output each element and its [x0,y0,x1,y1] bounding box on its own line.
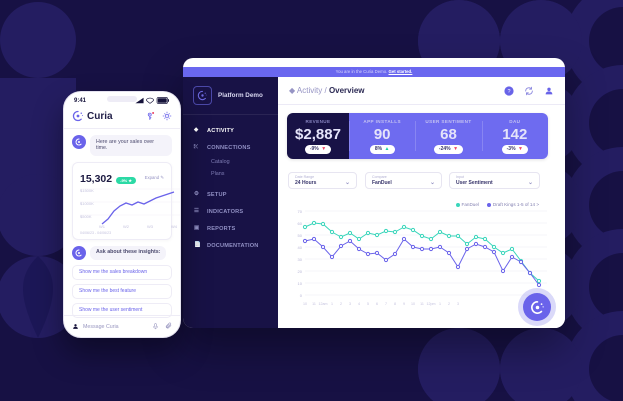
svg-text:5: 5 [367,302,369,306]
svg-text:50: 50 [298,233,303,238]
svg-text:$500K: $500K [80,214,92,219]
svg-text:6: 6 [376,302,378,306]
svg-text:4: 4 [358,302,360,306]
svg-text:7: 7 [385,302,387,306]
svg-text:W1: W1 [99,224,106,229]
svg-text:11: 11 [420,302,424,306]
svg-text:9: 9 [403,302,405,306]
svg-text:70: 70 [298,209,303,214]
svg-text:2: 2 [448,302,450,306]
svg-text:0: 0 [300,293,303,298]
svg-text:20: 20 [298,269,303,274]
svg-text:1: 1 [331,302,333,306]
svg-text:60: 60 [298,221,303,226]
svg-text:10: 10 [411,302,415,306]
svg-text:3: 3 [457,302,459,306]
svg-text:12pm: 12pm [427,302,436,306]
svg-text:8: 8 [394,302,396,306]
svg-text:W3: W3 [147,224,154,229]
svg-text:W2: W2 [123,224,130,229]
svg-text:2: 2 [340,302,342,306]
svg-text:$1000K: $1000K [80,201,94,206]
svg-text:3: 3 [349,302,351,306]
svg-text:40: 40 [298,245,303,250]
svg-text:$1500K: $1500K [80,188,94,193]
svg-text:?: ? [507,88,510,94]
svg-text:12am: 12am [319,302,328,306]
svg-text:30: 30 [298,257,303,262]
svg-text:10: 10 [298,281,303,286]
svg-text:10: 10 [303,302,307,306]
svg-text:11: 11 [312,302,316,306]
svg-text:1: 1 [439,302,441,306]
svg-text:W4: W4 [171,224,178,229]
